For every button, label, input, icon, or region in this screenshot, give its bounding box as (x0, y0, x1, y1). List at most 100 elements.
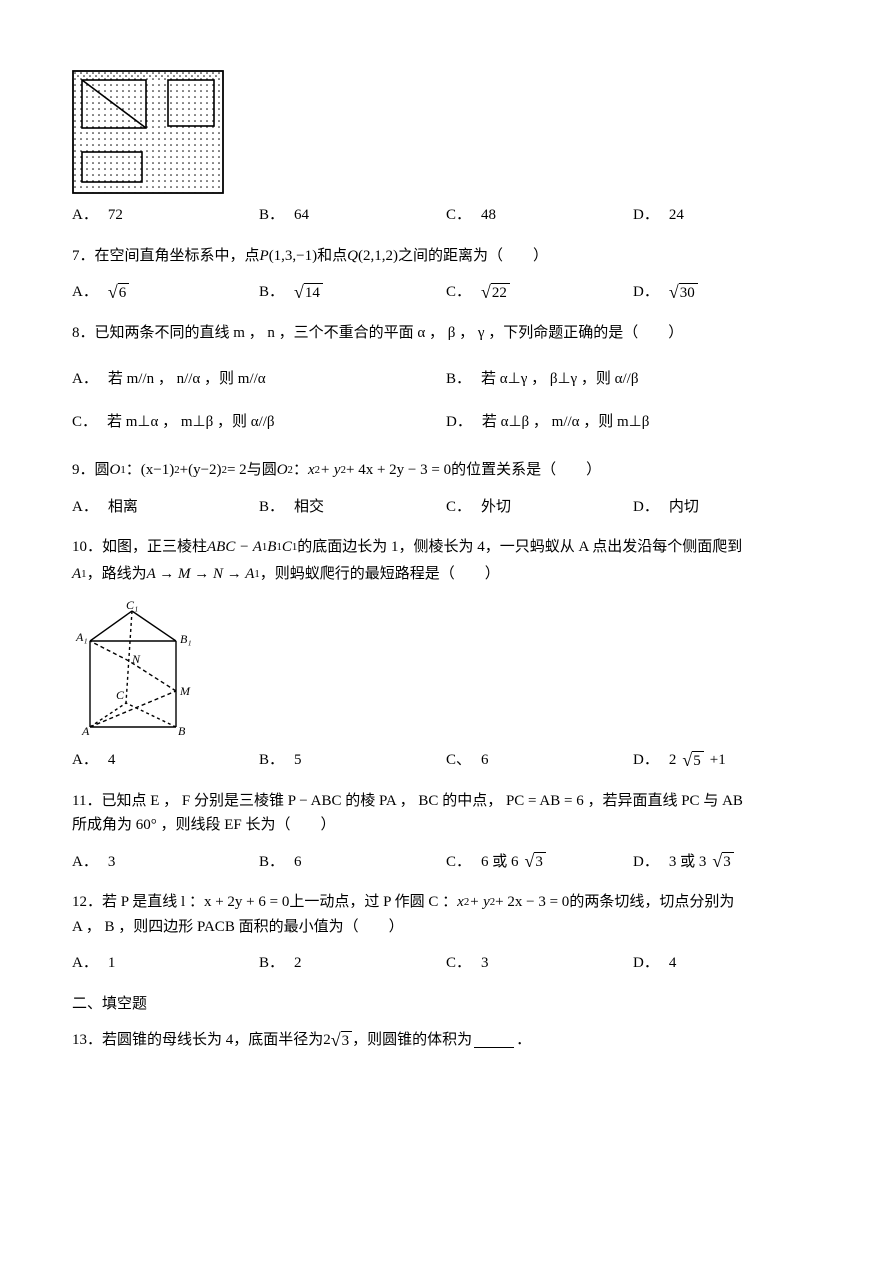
q10-pre: 10．如图，正三棱柱 (72, 536, 207, 559)
q8-opt-c: C．若 m⊥α ， m⊥β ，则 α//β (72, 411, 446, 434)
q9-d: 内切 (669, 496, 699, 519)
q11-a: 3 (108, 851, 116, 874)
q8-d-text: 若 α⊥β ， m//α ，则 m⊥β (482, 411, 650, 434)
sqrt-icon: √3 (712, 852, 733, 871)
q10-a: 4 (108, 749, 116, 772)
section-2-heading: 二、填空题 (72, 993, 820, 1016)
q12-l2: A ， B ，则四边形 PACB 面积的最小值为（ ） (72, 916, 404, 939)
q9-eq2: x (308, 459, 315, 482)
q7-Qc: (2,1,2) (358, 245, 398, 268)
fill-blank (474, 1033, 514, 1048)
q8-b-text: 若 α⊥γ ， β⊥γ ，则 α//β (481, 368, 638, 391)
q8-opt-d: D． 若 α⊥β ， m//α ，则 m⊥β (446, 411, 820, 434)
label-A: A (81, 724, 90, 738)
q12-opt-b: B． 2 (259, 952, 446, 975)
label-d: D． (633, 952, 659, 975)
q11-opt-b: B．6 (259, 851, 446, 874)
q12-d: 4 (669, 952, 677, 975)
q9-opt-b: B．相交 (259, 496, 446, 519)
q10-options: A．4 B．5 C、6 D． 2√5+1 (72, 749, 820, 772)
label-c: C． (446, 952, 471, 975)
q12-post: 的两条切线，切点分别为 (569, 891, 734, 914)
label-d: D． (633, 851, 659, 874)
label-c: C． (446, 496, 471, 519)
q10-d-post: +1 (710, 749, 726, 772)
q12-mid: 上一动点，过 P 作圆 C ： (289, 891, 457, 914)
q10-figure: A B C A₁ B₁ C₁ M N (72, 599, 820, 739)
q9-opt-c: C．外切 (446, 496, 633, 519)
q11-opt-a: A．3 (72, 851, 259, 874)
label-d: D． (633, 281, 659, 304)
q8-a-text: 若 m//n ， n//α ，则 m//α (108, 368, 266, 391)
grid-svg (72, 70, 224, 194)
q9-opt-a: A．相离 (72, 496, 259, 519)
q6-opt-b: B．64 (259, 204, 446, 227)
q13-coef: 2 (323, 1029, 331, 1052)
q9-post: 的位置关系是（ ） (451, 459, 601, 482)
sqrt-icon: √14 (294, 283, 323, 302)
q8-opt-a: A． 若 m//n ， n//α ，则 m//α (72, 368, 446, 391)
q13-pre: 13．若圆锥的母线长为 4，底面半径为 (72, 1029, 323, 1052)
q10-opt-c: C、6 (446, 749, 633, 772)
label-d: D． (633, 204, 659, 227)
q12-eq2c: + y (469, 891, 490, 914)
q10-pC: C (282, 536, 292, 559)
label-a: A． (72, 368, 98, 391)
label-C1: C₁ (126, 599, 138, 612)
q10-d-pre: 2 (669, 749, 677, 772)
label-N: N (131, 652, 141, 666)
q7-stem: 7．在空间直角坐标系中，点 P (1,3,−1) 和点 Q (2,1,2) 之间… (72, 245, 820, 268)
q10-post1: 的底面边长为 1，侧棱长为 4，一只蚂蚁从 A 点出发沿每个侧面爬到 (297, 536, 742, 559)
q9-eq2c: + y (320, 459, 341, 482)
q11-opt-c: C． 6 或 6 √3 (446, 851, 633, 874)
q10-opt-a: A． 4 (72, 749, 259, 772)
q9-opt-d: D． 内切 (633, 496, 820, 519)
sqrt-icon: √3 (525, 852, 546, 871)
q12-line2: A ， B ，则四边形 PACB 面积的最小值为（ ） (72, 916, 820, 939)
q11-l1: 11．已知点 E ， F 分别是三棱锥 P − ABC 的棱 PA ， BC 的… (72, 790, 743, 813)
q11-c-pre: 6 或 6 (481, 851, 519, 874)
q11-options: A．3 B．6 C． 6 或 6 √3 D． 3 或 3 √3 (72, 851, 820, 874)
label-a: A． (72, 952, 98, 975)
label-d: D． (633, 496, 659, 519)
q10-line2: A1 ，路线为 A → M → N → A1 ，则蚂蚁爬行的最短路程是（ ） (72, 563, 820, 586)
q13-post: ，则圆锥的体积为 (352, 1029, 472, 1052)
sqrt-icon: √5 (682, 751, 703, 770)
q7-Q: Q (347, 245, 358, 268)
label-b: B． (259, 952, 284, 975)
q9-O2: O (277, 459, 288, 482)
q7-pre: 7．在空间直角坐标系中，点 (72, 245, 260, 268)
q9-eq1c: +(y−2) (180, 459, 222, 482)
q11-b: 6 (294, 851, 302, 874)
q12-pre: 12．若 P 是直线 l ： (72, 891, 204, 914)
sec2-text: 二、填空题 (72, 993, 147, 1016)
q11-line1: 11．已知点 E ， F 分别是三棱锥 P − ABC 的棱 PA ， BC 的… (72, 790, 820, 813)
q7-Pc: (1,3,−1) (269, 245, 317, 268)
q13-period: ． (516, 1029, 531, 1052)
q12-a: 1 (108, 952, 116, 975)
prism-svg: A B C A₁ B₁ C₁ M N (72, 599, 202, 739)
label-c: C． (446, 851, 471, 874)
q9-options: A．相离 B．相交 C．外切 D． 内切 (72, 496, 820, 519)
q10-route: A → M → N → A (147, 563, 255, 586)
label-M: M (179, 684, 191, 698)
q9-O1: O (110, 459, 121, 482)
label-B: B (178, 724, 186, 738)
sqrt-icon: √6 (108, 283, 129, 302)
q6-opt-c: C．48 (446, 204, 633, 227)
q10-c: 6 (481, 749, 489, 772)
sqrt-icon: √22 (481, 283, 510, 302)
q11-line2: 所成角为 60° ，则线段 EF 长为（ ） (72, 814, 820, 837)
q12-eq2e: + 2x − 3 = 0 (495, 891, 569, 914)
label-a: A． (72, 749, 98, 772)
q11-d-pre: 3 或 3 (669, 851, 707, 874)
q6-options: A．72 B．64 C．48 D．24 (72, 204, 820, 227)
label-a: A． (72, 204, 98, 227)
q7-P: P (260, 245, 269, 268)
q12-b: 2 (294, 952, 302, 975)
q10-opt-d: D． 2√5+1 (633, 749, 820, 772)
label-a: A． (72, 496, 98, 519)
label-b: B． (259, 281, 284, 304)
label-c: C． (446, 204, 471, 227)
label-d: D． (446, 411, 472, 434)
